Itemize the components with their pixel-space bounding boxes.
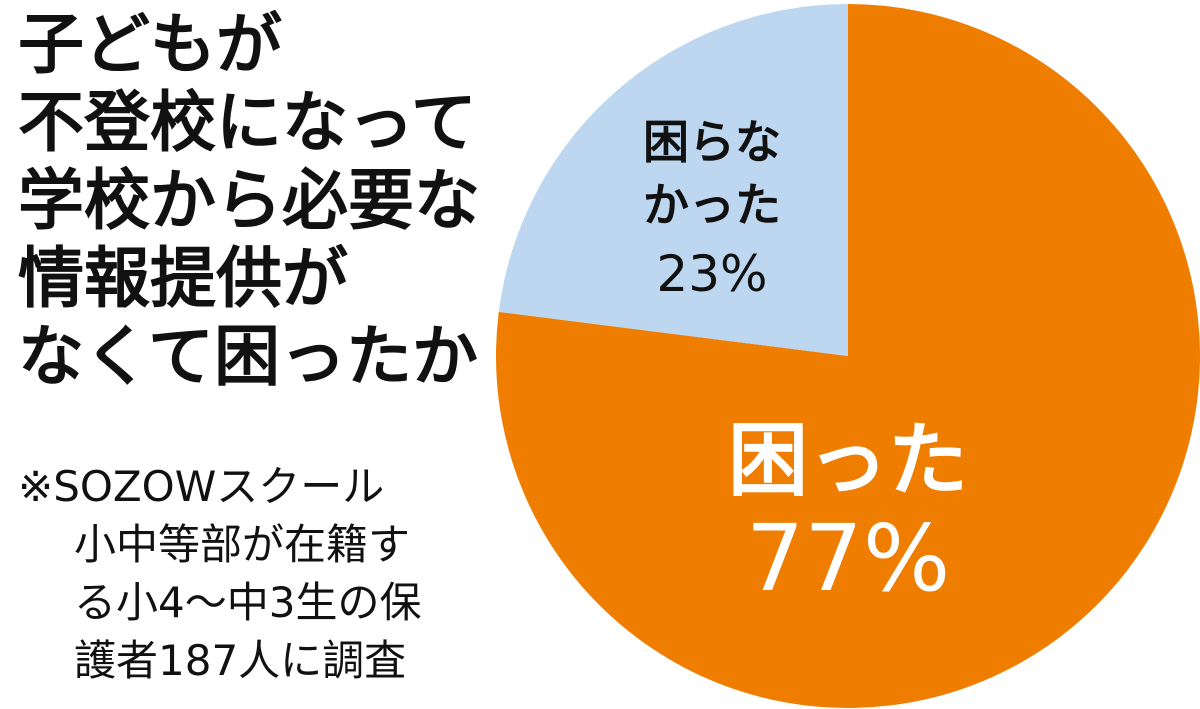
survey-note: ※SOZOWスクール 小中等部が在籍す る小4〜中3生の保 護者187人に調査	[18, 458, 421, 690]
slice-label-troubled-name: 困った	[728, 414, 968, 507]
chart-title: 子どもが 不登校になって 学校から必要な 情報提供が なくて困ったか	[18, 6, 480, 396]
title-line: 不登校になって	[18, 84, 477, 161]
title-line: 子どもが	[18, 6, 282, 83]
pie-slice	[498, 4, 848, 356]
note-line: る小4〜中3生の保	[74, 578, 422, 627]
note-line: 小中等部が在籍す	[74, 520, 411, 569]
title-line: 情報提供が	[18, 240, 348, 317]
title-line: 学校から必要な	[18, 162, 480, 239]
note-line: 護者187人に調査	[74, 636, 407, 685]
note-line: ※SOZOWスクール	[18, 462, 385, 511]
title-line: なくて困ったか	[18, 318, 479, 395]
slice-label-not-troubled-name: 困らな	[643, 115, 781, 169]
slice-label-not-troubled-value: 23%	[656, 245, 767, 303]
pie-slice	[496, 4, 1200, 708]
slice-label-troubled-value: 77%	[746, 505, 950, 612]
slice-label-not-troubled-name: かった	[643, 178, 781, 232]
